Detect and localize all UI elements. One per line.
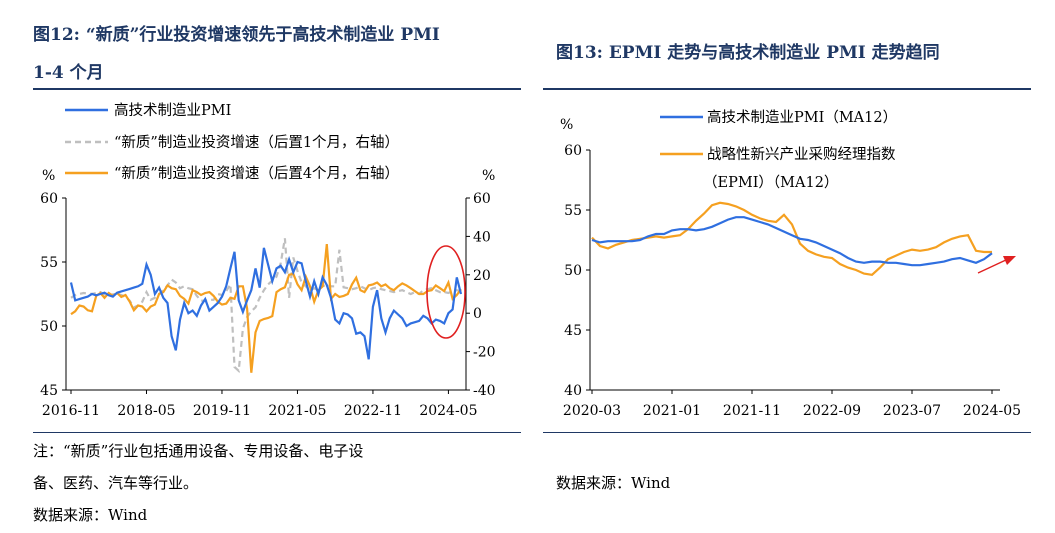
legend-label-1: 高技术制造业PMI <box>114 102 231 119</box>
y-unit: % <box>560 117 573 133</box>
annotation-ellipse <box>426 245 466 339</box>
y-tick-label: 40 <box>564 383 582 399</box>
x-tick-label: 2023-07 <box>883 403 941 419</box>
x-tick-label: 2021-11 <box>723 403 781 419</box>
y-right-tick-label: 0 <box>473 306 482 322</box>
x-tick-label: 2020-03 <box>563 403 621 419</box>
y-left-tick-label: 50 <box>40 319 58 335</box>
x-tick-label: 2018-05 <box>117 403 175 419</box>
right-source: 数据来源：Wind <box>556 474 671 492</box>
right-chart: 60 55 50 45 40 2020-03 2021-01 2021-11 2022-09 20… <box>560 109 1021 419</box>
legend-label-2b: （EPMI）（MA12） <box>703 174 838 191</box>
x-tick-label: 2024-05 <box>419 403 477 419</box>
right-bottom-rule <box>543 432 1031 433</box>
y-right-tick-label: 60 <box>473 191 491 207</box>
y-right-tick-label: -40 <box>473 383 496 399</box>
legend-label-3: “新质”制造业投资增速（后置4个月，右轴） <box>114 165 399 182</box>
series-pmi-line <box>591 216 993 267</box>
y-right-unit: % <box>482 168 495 184</box>
left-note-line1: 注：“新质”行业包括通用设备、专用设备、电子设 <box>33 442 364 460</box>
legend-label-1: 高技术制造业PMI（MA12） <box>707 109 897 126</box>
y-left-tick-label: 45 <box>40 383 58 399</box>
y-right-tick-label: -20 <box>473 345 496 361</box>
y-right-tick-label: 40 <box>473 229 491 245</box>
series-orange-line <box>70 243 462 373</box>
right-title-rule <box>543 88 1031 90</box>
left-source: 数据来源：Wind <box>33 506 148 524</box>
x-tick-label: 2021-05 <box>268 403 326 419</box>
x-tick-label: 2022-11 <box>344 403 402 419</box>
left-figure-title-line1: 图12: “新质”行业投资增速领先于高技术制造业 PMI <box>33 25 440 45</box>
y-tick-label: 45 <box>564 323 582 339</box>
x-tick-label: 2019-11 <box>193 403 251 419</box>
left-chart: 60 55 50 45 60 40 20 0 -20 -40 2016-11 2018-05 2019-… <box>40 102 495 419</box>
x-tick-label: 2024-05 <box>963 403 1021 419</box>
series-blue-line <box>69 247 463 360</box>
annotation-arrow-shaft <box>977 258 1009 274</box>
y-tick-label: 60 <box>564 143 582 159</box>
y-left-unit: % <box>42 168 55 184</box>
x-tick-label: 2022-09 <box>803 403 861 419</box>
left-note-line2: 备、医药、汽车等行业。 <box>33 474 199 492</box>
y-right-tick-label: 20 <box>473 268 491 284</box>
y-tick-label: 50 <box>564 263 582 279</box>
left-bottom-rule <box>33 432 521 433</box>
legend-label-2: “新质”制造业投资增速（后置1个月，右轴） <box>114 134 399 151</box>
legend-label-2a: 战略性新兴产业采购经理指数 <box>707 146 896 163</box>
y-tick-label: 55 <box>564 203 582 219</box>
left-title-rule <box>33 88 521 90</box>
y-left-tick-label: 60 <box>40 191 58 207</box>
right-figure-title: 图13: EPMI 走势与高技术制造业 PMI 走势趋同 <box>556 43 940 63</box>
series-epmi-line <box>591 201 992 276</box>
left-figure-title-line2: 1-4 个月 <box>33 63 104 83</box>
x-tick-label: 2016-11 <box>42 403 100 419</box>
x-tick-label: 2021-01 <box>643 403 701 419</box>
y-left-tick-label: 55 <box>40 255 58 271</box>
annotation-arrow-head <box>1003 256 1016 265</box>
